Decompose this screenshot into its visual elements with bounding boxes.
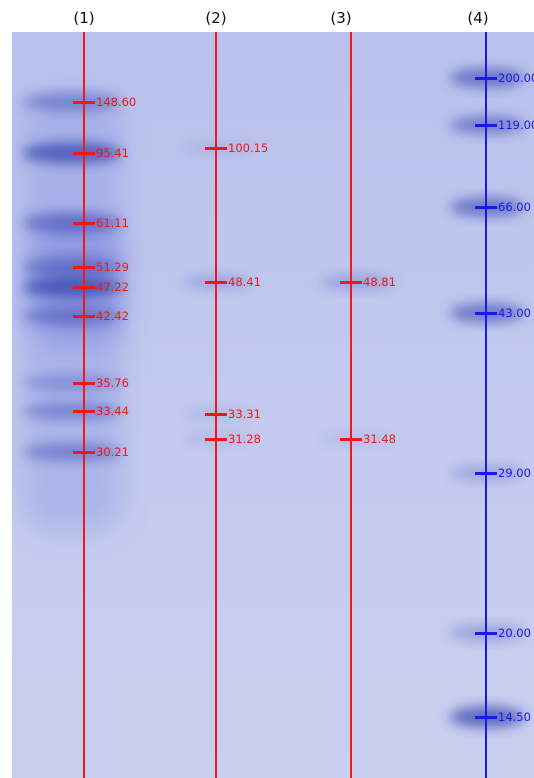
- lane-2-title: (2): [205, 9, 227, 27]
- band-tick: [205, 146, 227, 150]
- band-tick: [205, 412, 227, 416]
- band-label: 42.42: [96, 309, 129, 323]
- band-tick: [205, 437, 227, 441]
- gel-image: 148.60 95.41 61.11 51.29 47.22 42.42 35.76 33.4…: [12, 32, 534, 778]
- band-tick: [73, 409, 95, 413]
- gel-band: [22, 375, 122, 391]
- gel-band: [22, 258, 122, 276]
- band-tick: [73, 265, 95, 269]
- band-label: 43.00: [498, 306, 531, 320]
- band-tick: [475, 471, 497, 475]
- lane-2-line: [215, 32, 217, 778]
- band-label: 14.50: [498, 710, 531, 724]
- band-label: 61.11: [96, 216, 129, 230]
- lane-4-title: (4): [467, 9, 489, 27]
- band-tick: [205, 280, 227, 284]
- band-tick: [73, 221, 95, 225]
- band-tick: [73, 151, 95, 155]
- band-label: 29.00: [498, 466, 531, 480]
- band-tick: [475, 311, 497, 315]
- band-tick: [73, 314, 95, 318]
- band-label: 47.22: [96, 280, 129, 294]
- band-tick: [340, 437, 362, 441]
- band-label: 31.28: [228, 432, 261, 446]
- band-label: 33.44: [96, 404, 129, 418]
- band-label: 20.00: [498, 626, 531, 640]
- lane-4-line: [485, 32, 487, 778]
- band-label: 48.41: [228, 275, 261, 289]
- gel-background: [12, 32, 534, 778]
- gel-band: [22, 402, 122, 420]
- band-tick: [475, 715, 497, 719]
- band-label: 30.21: [96, 445, 129, 459]
- gel-band: [22, 213, 122, 233]
- gel-band: [22, 276, 122, 298]
- band-tick: [475, 205, 497, 209]
- band-label: 48.81: [363, 275, 396, 289]
- band-tick: [475, 76, 497, 80]
- band-label: 95.41: [96, 146, 129, 160]
- band-label: 51.29: [96, 260, 129, 274]
- band-label: 200.00: [498, 71, 534, 85]
- band-label: 148.60: [96, 95, 137, 109]
- gel-band: [22, 443, 122, 461]
- lane-1-line: [83, 32, 85, 778]
- band-tick: [475, 123, 497, 127]
- band-tick: [73, 100, 95, 104]
- band-label: 100.15: [228, 141, 269, 155]
- band-label: 66.00: [498, 200, 531, 214]
- band-label: 33.31: [228, 407, 261, 421]
- gel-band: [22, 93, 122, 111]
- lane-header: (1) (2) (3) (4): [0, 0, 534, 32]
- band-tick: [73, 381, 95, 385]
- band-tick: [73, 450, 95, 454]
- gel-band: [22, 142, 122, 164]
- gel-band: [22, 307, 122, 325]
- band-label: 119.00: [498, 118, 534, 132]
- lane-1-title: (1): [73, 9, 95, 27]
- band-tick: [475, 631, 497, 635]
- band-label: 31.48: [363, 432, 396, 446]
- lane-3-line: [350, 32, 352, 778]
- lane-3-title: (3): [330, 9, 352, 27]
- band-tick: [340, 280, 362, 284]
- band-tick: [73, 285, 95, 289]
- band-label: 35.76: [96, 376, 129, 390]
